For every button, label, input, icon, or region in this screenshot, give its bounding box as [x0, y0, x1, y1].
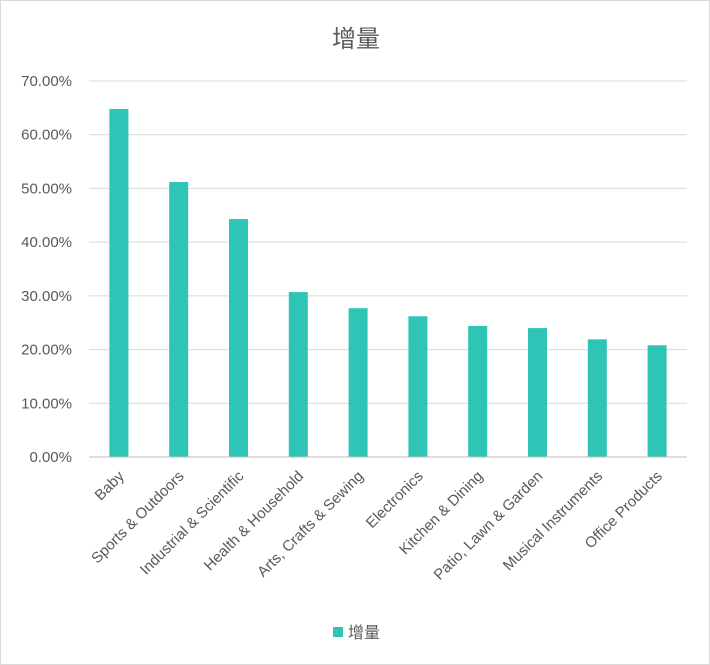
- y-axis-ticks: 0.00% 10.00% 20.00% 30.00% 40.00% 50.00% 60.00…: [21, 73, 72, 466]
- x-category-label: Electronics: [363, 468, 427, 532]
- legend: 增量: [333, 623, 380, 642]
- bars: [109, 108, 667, 458]
- x-category-label: Baby: [92, 467, 129, 504]
- y-tick-label: 40.00%: [21, 234, 72, 251]
- legend-label: 增量: [348, 623, 380, 642]
- y-tick-label: 50.00%: [21, 180, 72, 197]
- chart-title: 增量: [332, 25, 380, 53]
- bar: [408, 316, 428, 457]
- y-tick-label: 60.00%: [21, 127, 72, 144]
- y-tick-label: 70.00%: [21, 73, 72, 90]
- bar: [229, 219, 248, 457]
- bar: [109, 108, 129, 457]
- bar: [169, 181, 189, 458]
- x-category-label: Industrial & Scientific: [137, 467, 248, 578]
- bar: [528, 328, 547, 457]
- y-tick-label: 10.00%: [21, 395, 72, 412]
- y-tick-label: 0.00%: [29, 449, 72, 466]
- bar: [288, 292, 308, 457]
- x-category-label: Health & Household: [201, 468, 307, 574]
- y-tick-label: 20.00%: [21, 342, 72, 359]
- bar: [647, 345, 667, 457]
- bar: [587, 339, 607, 457]
- x-category-label: Musical Instruments: [500, 468, 606, 574]
- y-tick-label: 30.00%: [21, 288, 72, 305]
- bar: [468, 325, 488, 457]
- x-category-label: Arts, Crafts & Sewing: [254, 468, 367, 581]
- legend-swatch: [333, 627, 343, 637]
- x-category-label: Patio, Lawn & Garden: [431, 468, 547, 584]
- bar: [348, 308, 368, 457]
- gridlines: [89, 80, 687, 404]
